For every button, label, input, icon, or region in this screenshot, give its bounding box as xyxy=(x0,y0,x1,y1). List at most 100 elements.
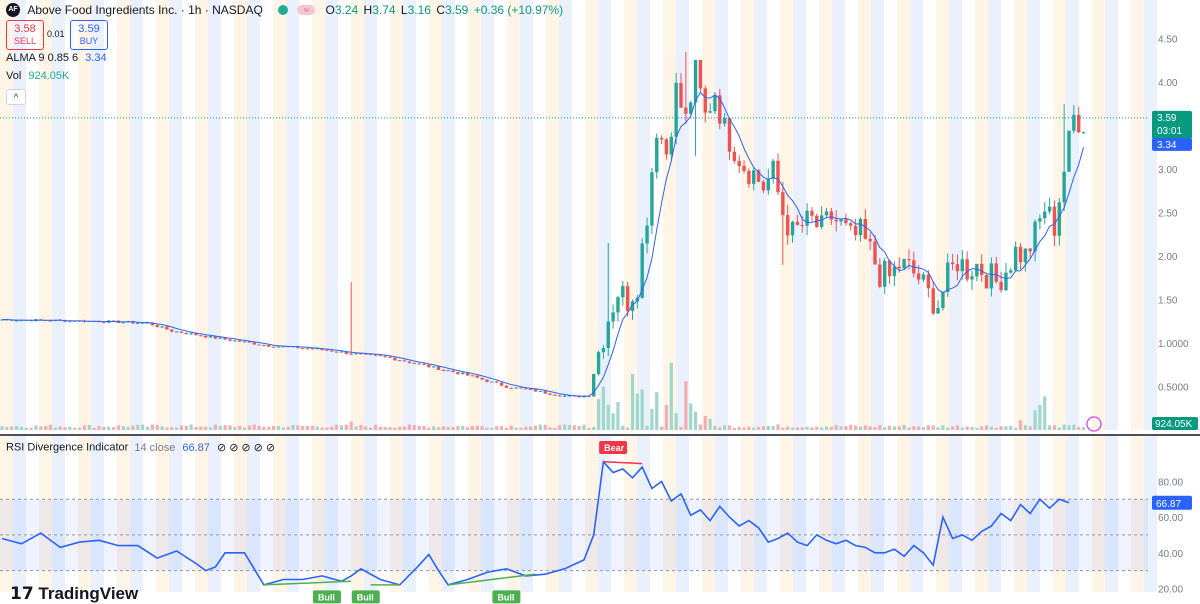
volume-bar xyxy=(121,426,125,430)
volume-bar xyxy=(87,424,91,430)
volume-bar xyxy=(218,425,222,430)
volume-bar xyxy=(165,427,169,430)
candle-body xyxy=(558,395,562,397)
candle-body xyxy=(48,320,53,322)
volume-bar xyxy=(402,426,407,430)
candle-body xyxy=(1004,272,1008,291)
session-stripe xyxy=(117,436,130,592)
candle-body xyxy=(931,288,935,314)
volume-bar xyxy=(669,362,673,430)
buy-price: 3.59 xyxy=(78,23,100,35)
candle-body xyxy=(858,219,863,236)
volume-bar xyxy=(616,402,620,430)
candle-body xyxy=(562,395,567,397)
collapse-legend-button[interactable]: ^ xyxy=(6,89,26,105)
volume-bar xyxy=(815,426,819,430)
volume-bar xyxy=(771,426,775,430)
bear-signal xyxy=(599,441,628,454)
session-stripe xyxy=(507,0,520,430)
candle-body xyxy=(441,369,446,371)
volume-bar xyxy=(73,427,77,430)
volume-bar xyxy=(844,426,848,430)
candle-body xyxy=(237,340,242,342)
candle-body xyxy=(1033,221,1037,252)
low-value: 3.16 xyxy=(407,2,431,17)
volume-bar xyxy=(951,426,955,430)
volume-bar xyxy=(563,424,567,430)
candle-body xyxy=(975,263,979,277)
volume-bar xyxy=(766,426,770,430)
volume-bar xyxy=(1004,426,1008,430)
candles xyxy=(0,51,1086,398)
session-stripe xyxy=(1092,0,1105,430)
volume-bar xyxy=(1052,425,1057,430)
volume-bar xyxy=(1028,426,1032,430)
high-value: 3.74 xyxy=(372,2,396,17)
volume-bar xyxy=(233,426,237,430)
candle-body xyxy=(412,362,416,364)
session-stripe xyxy=(754,0,767,430)
candle-body xyxy=(267,345,271,347)
candle-body xyxy=(766,178,770,191)
candle-body xyxy=(233,340,237,342)
signal-label: Bull xyxy=(318,592,335,602)
session-stripe xyxy=(975,0,988,430)
volume-bar xyxy=(737,427,741,430)
candle-body xyxy=(810,210,814,216)
buy-button[interactable]: 3.59 BUY xyxy=(70,20,108,50)
volume-bar xyxy=(194,426,198,430)
volume-bar xyxy=(126,427,130,430)
sell-label: SELL xyxy=(13,36,37,46)
change-value: +0.36 (+10.97%) xyxy=(473,2,564,17)
volume-bar xyxy=(820,427,824,430)
volume-bar xyxy=(247,425,251,430)
candle-body xyxy=(310,348,315,350)
rsi-legend[interactable]: RSI Divergence Indicator 14 close 66.87 … xyxy=(6,441,278,455)
rsi-last-label: 66.87 xyxy=(1156,499,1181,510)
volume-bar xyxy=(999,426,1003,430)
session-stripe xyxy=(637,436,650,592)
candle-body xyxy=(1062,171,1066,203)
candle-body xyxy=(795,221,800,225)
volume-last-label: 924.05K xyxy=(1155,419,1193,430)
sell-button[interactable]: 3.58 SELL xyxy=(6,20,44,50)
bull-signal xyxy=(492,590,521,604)
volume-bar xyxy=(887,425,892,430)
volume-bar xyxy=(902,424,906,430)
candle-body xyxy=(606,321,610,348)
session-stripe xyxy=(715,0,728,430)
candle-body xyxy=(916,273,921,280)
volume-bar xyxy=(252,424,256,430)
price-axis: 4.504.003.503.002.502.001.501.00000.5000… xyxy=(1086,35,1198,432)
session-stripe xyxy=(663,436,676,592)
session-stripe xyxy=(13,0,26,430)
volume-bar xyxy=(5,427,9,430)
session-stripe xyxy=(91,436,104,592)
candle-body xyxy=(747,170,751,184)
high-label: H xyxy=(363,2,373,17)
session-stripe xyxy=(741,0,754,430)
candle-body xyxy=(824,211,829,216)
candle-body xyxy=(635,297,640,302)
candle-body xyxy=(470,375,475,377)
candle-body xyxy=(984,274,989,289)
candle-body xyxy=(451,370,455,373)
candle-body xyxy=(315,348,319,350)
candle-body xyxy=(907,259,911,261)
volume-bar xyxy=(53,427,57,430)
session-stripe xyxy=(78,436,91,592)
volume-legend[interactable]: Vol 924.05K xyxy=(6,70,69,82)
candle-body xyxy=(708,111,712,113)
volume-bar xyxy=(635,393,639,430)
alma-legend[interactable]: ALMA 9 0.85 6 3.34 xyxy=(6,52,107,64)
candle-body xyxy=(359,353,363,355)
candle-body xyxy=(301,348,305,350)
candle-body xyxy=(621,286,625,298)
session-stripe xyxy=(1027,436,1040,592)
session-stripe xyxy=(702,436,715,592)
chart-title[interactable]: Above Food Ingredients Inc. · 1h · NASDA… xyxy=(27,2,263,17)
volume-bar xyxy=(606,404,610,430)
signal-label: Bear xyxy=(604,443,625,453)
candle-body xyxy=(713,95,717,112)
